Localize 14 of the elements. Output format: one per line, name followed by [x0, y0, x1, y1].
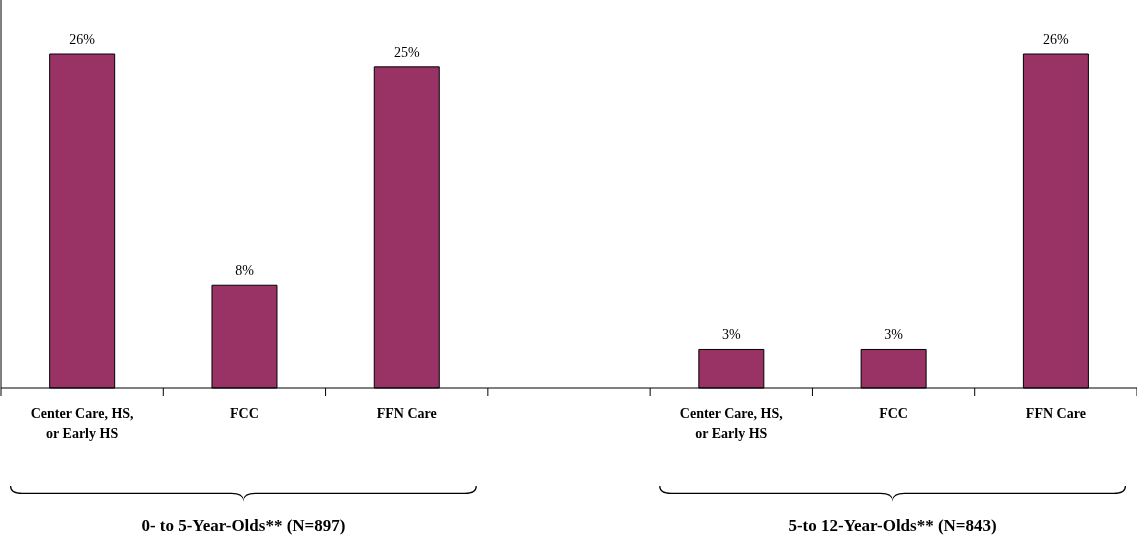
text: 5-to 12-Year-Olds** (N=843) [788, 516, 997, 535]
data-label: 8% [235, 263, 255, 279]
data-label: 3% [721, 327, 741, 343]
x-tick-label: FFN Care [376, 406, 437, 421]
x-tick-label: Center Care, HS, or Early HS [679, 406, 783, 441]
text: 0- to 5-Year-Olds** (N=897) [141, 516, 346, 535]
x-tick-label: FCC [879, 406, 908, 421]
x-tick-label: FFN Care [1025, 406, 1086, 421]
data-label: 25% [393, 44, 420, 60]
x-tick-label: Center Care, HS, or Early HS [30, 406, 134, 441]
x-tick-label: FCC [230, 406, 259, 421]
data-label: 26% [69, 32, 96, 47]
data-label: 26% [1043, 32, 1070, 47]
data-label: 3% [884, 327, 904, 343]
